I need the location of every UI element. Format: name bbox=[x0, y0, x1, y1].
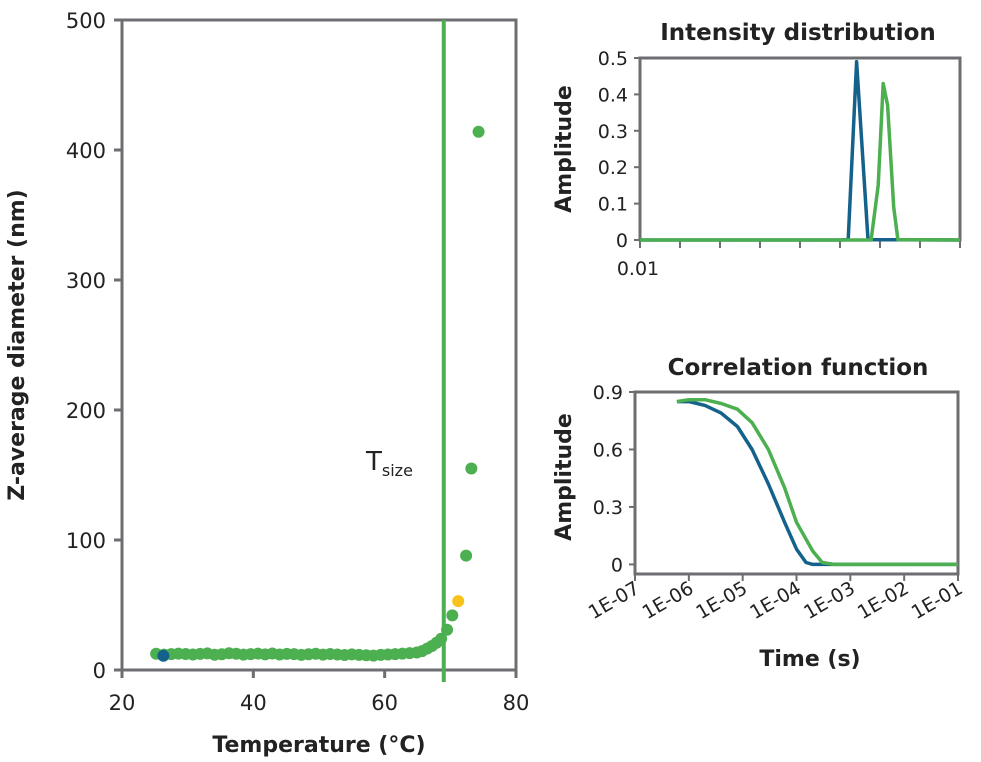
intensity-chart: Intensity distribution 00.10.20.30.40.5 … bbox=[552, 20, 962, 280]
correlation-x-tick-label: 1E-06 bbox=[639, 577, 698, 624]
main-x-ticks: 20 40 60 80 bbox=[109, 670, 530, 715]
correlation-y-tick-label: 0.9 bbox=[593, 382, 623, 404]
data-point-green bbox=[441, 623, 454, 636]
intensity-y-tick-label: 0.5 bbox=[598, 48, 628, 70]
intensity-y-ticks: 0 0.1 0.2 0.3 0.4 0.5 bbox=[598, 48, 640, 252]
main-y-tick-label: 200 bbox=[66, 399, 106, 423]
main-x-tick-label: 40 bbox=[240, 691, 267, 715]
correlation-lines bbox=[676, 397, 958, 567]
correlation-x-tick-label: 1E-02 bbox=[854, 577, 913, 624]
main-chart: 0 100 200 300 400 500 20 40 60 80 Tsize Temperat… bbox=[5, 9, 529, 758]
intensity-y-tick-label: 0 bbox=[616, 230, 628, 252]
correlation-x-tick-label: 1E-05 bbox=[692, 577, 751, 624]
data-point-green bbox=[472, 125, 485, 138]
intensity-line-blue bbox=[640, 59, 961, 242]
correlation-y-tick-label: 0 bbox=[611, 554, 623, 576]
correlation-x-tick-label: 1E-03 bbox=[800, 577, 859, 624]
correlation-x-tick-label: 1E-01 bbox=[908, 577, 967, 624]
data-point-green bbox=[435, 632, 448, 645]
main-x-tick-label: 60 bbox=[371, 691, 398, 715]
main-y-tick-label: 500 bbox=[66, 9, 106, 33]
main-x-tick-label: 80 bbox=[503, 691, 530, 715]
main-y-tick-label: 300 bbox=[66, 269, 106, 293]
intensity-plot-frame bbox=[638, 56, 962, 242]
correlation-y-tick-label: 0.3 bbox=[593, 497, 623, 519]
correlation-line-green bbox=[676, 397, 958, 567]
correlation-y-tick-label: 0.6 bbox=[593, 439, 623, 461]
intensity-y-tick-label: 0.3 bbox=[598, 121, 628, 143]
correlation-line-blue bbox=[676, 399, 958, 567]
main-y-tick-label: 400 bbox=[66, 139, 106, 163]
data-point-green bbox=[465, 462, 478, 475]
main-y-ticks: 0 100 200 300 400 500 bbox=[66, 9, 122, 683]
intensity-y-tick-label: 0.1 bbox=[598, 194, 628, 216]
intensity-y-tick-label: 0.2 bbox=[598, 157, 628, 179]
main-y-tick-label: 0 bbox=[93, 659, 106, 683]
data-point-green bbox=[446, 609, 459, 622]
correlation-chart: Correlation function 00.30.60.9 1E-071E-… bbox=[552, 355, 967, 672]
main-plot-frame bbox=[120, 18, 518, 672]
data-point-green bbox=[460, 549, 473, 562]
correlation-x-axis-label: Time (s) bbox=[759, 647, 860, 672]
tsize-sub: size bbox=[382, 461, 413, 480]
intensity-line-green bbox=[640, 81, 961, 242]
data-point-yellow bbox=[452, 595, 465, 608]
intensity-title: Intensity distribution bbox=[660, 20, 936, 46]
correlation-y-axis-label: Amplitude bbox=[552, 413, 577, 541]
main-points bbox=[150, 125, 485, 662]
tsize-annotation: Tsize bbox=[365, 447, 413, 480]
tsize-main: T bbox=[365, 447, 382, 477]
main-x-axis-label: Temperature (°C) bbox=[212, 733, 425, 758]
intensity-x-tick-label: 0.01 bbox=[617, 258, 659, 280]
correlation-x-tick-label: 1E-04 bbox=[746, 577, 805, 624]
correlation-y-ticks: 0 0.3 0.6 0.9 bbox=[593, 382, 635, 576]
correlation-x-tick-label: 1E-07 bbox=[585, 577, 644, 624]
intensity-y-axis-label: Amplitude bbox=[552, 85, 577, 213]
main-y-axis-label: Z-average diameter (nm) bbox=[5, 189, 30, 500]
intensity-y-tick-label: 0.4 bbox=[598, 84, 628, 106]
main-x-tick-label: 20 bbox=[109, 691, 136, 715]
data-point-blue bbox=[157, 649, 170, 662]
main-y-tick-label: 100 bbox=[66, 529, 106, 553]
intensity-lines bbox=[640, 59, 961, 242]
correlation-title: Correlation function bbox=[668, 355, 929, 381]
